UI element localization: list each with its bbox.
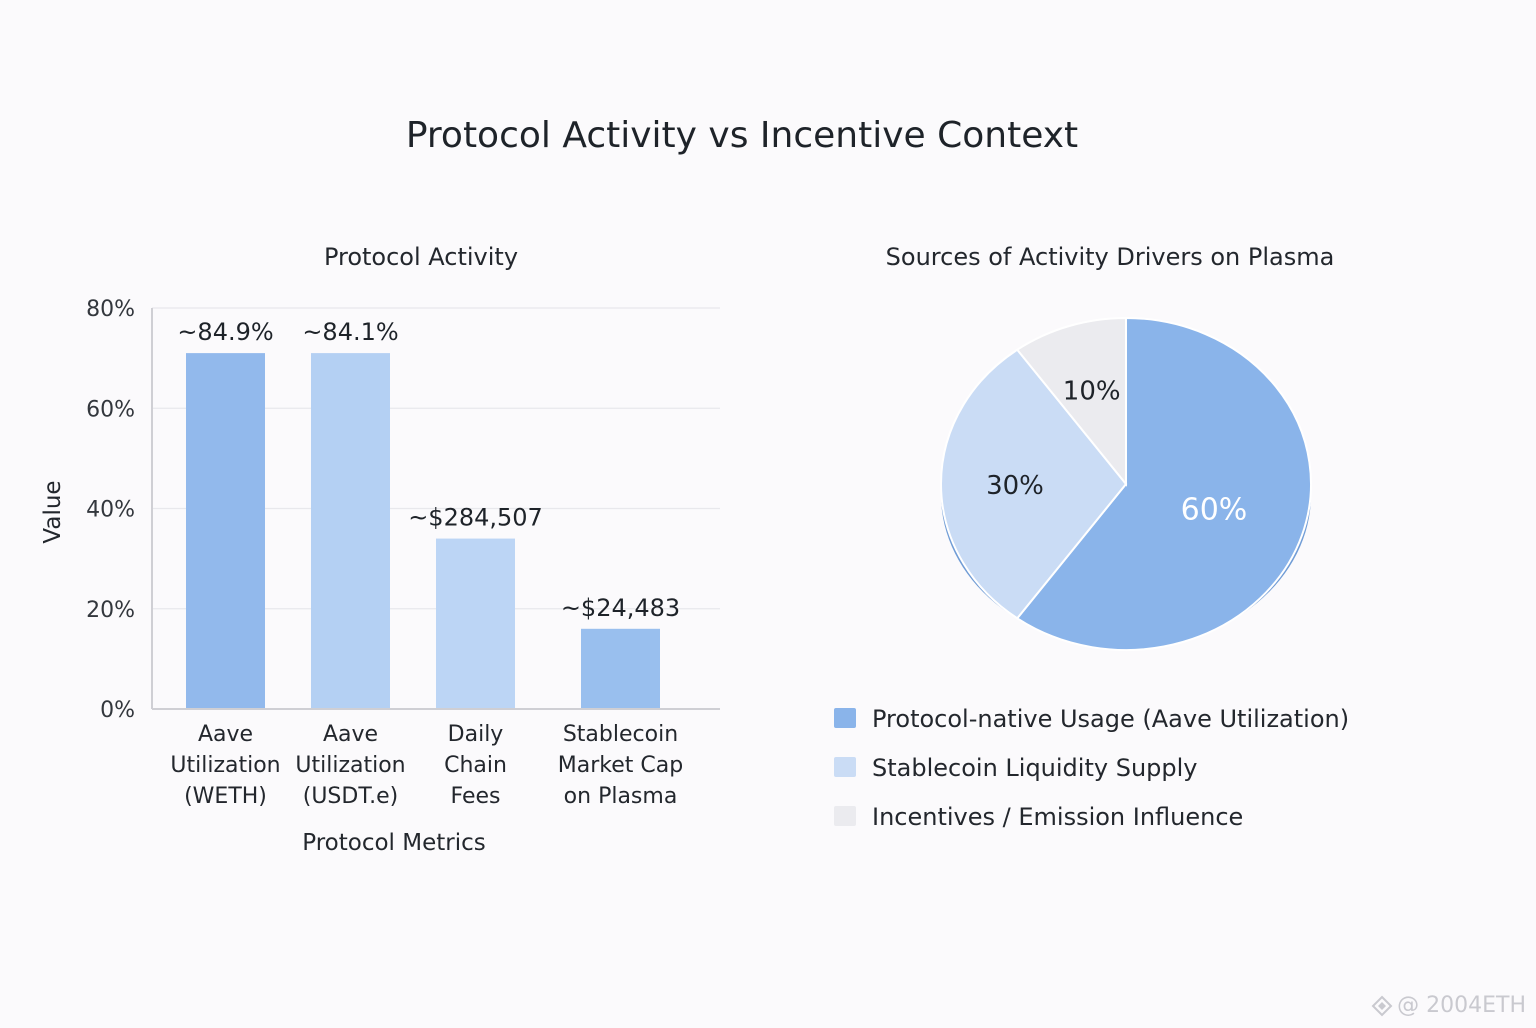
legend-swatch-2 xyxy=(834,806,856,826)
x-tick-label-0-1: Utilization xyxy=(170,753,280,778)
bars xyxy=(186,353,660,709)
x-tick-label-3-0: Stablecoin xyxy=(563,722,678,747)
x-axis-categories: Aave Utilization (WETH) Aave Utilization (USD… xyxy=(170,722,683,809)
bar-1 xyxy=(311,353,390,709)
pie-slice-label-1: 30% xyxy=(986,471,1044,501)
pie-slice-labels: 60% 30% 10% xyxy=(986,376,1247,527)
x-tick-label-2-1: Chain xyxy=(444,753,507,778)
bar-data-label-0: ~84.9% xyxy=(177,318,273,346)
x-tick-label-0-2: (WETH) xyxy=(184,784,267,809)
legend-label-1: Stablecoin Liquidity Supply xyxy=(872,754,1198,782)
x-tick-label-3-1: Market Cap xyxy=(558,753,683,778)
pie-chart: Sources of Activity Drivers on Plasma 60… xyxy=(834,243,1349,831)
pie-chart-title: Sources of Activity Drivers on Plasma xyxy=(886,243,1335,271)
pie-slice-0 xyxy=(1015,316,1312,651)
pie-slice-1 xyxy=(940,348,1128,620)
pie-legend: Protocol-native Usage (Aave Utilization)… xyxy=(834,705,1349,831)
main-title: Protocol Activity vs Incentive Context xyxy=(406,115,1078,156)
y-tick-label: 40% xyxy=(86,498,135,523)
y-tick-label: 0% xyxy=(100,698,135,723)
y-axis-label: Value xyxy=(40,480,66,543)
bar-3 xyxy=(581,628,660,709)
pie-slices xyxy=(940,316,1312,651)
watermark: @ 2004ETH xyxy=(1371,993,1526,1018)
bar-0 xyxy=(186,353,265,709)
legend-label-0: Protocol-native Usage (Aave Utilization) xyxy=(872,705,1349,733)
legend-swatch-0 xyxy=(834,708,856,728)
bar-chart: Protocol Activity 0%20%40%60%80% ~84.9% ~… xyxy=(40,243,720,856)
y-tick-label: 20% xyxy=(86,598,135,623)
bar-data-label-1: ~84.1% xyxy=(302,318,398,346)
diamond-logo-icon xyxy=(1371,995,1393,1016)
bar-data-labels: ~84.9% ~84.1% ~$284,507 ~$24,483 xyxy=(177,318,680,622)
legend-label-2: Incentives / Emission Influence xyxy=(872,803,1243,831)
y-tick-label: 80% xyxy=(86,297,135,322)
pie-slice-2 xyxy=(1015,316,1127,487)
x-tick-label-1-0: Aave xyxy=(323,722,378,747)
y-tick-label: 60% xyxy=(86,397,135,422)
pie-slice-label-0: 60% xyxy=(1181,493,1248,528)
pie-slice-label-2: 10% xyxy=(1063,376,1121,406)
bar-data-label-2: ~$284,507 xyxy=(408,504,543,532)
x-tick-label-3-2: on Plasma xyxy=(564,784,678,809)
watermark-text: @ 2004ETH xyxy=(1397,993,1526,1018)
legend-swatch-1 xyxy=(834,757,856,777)
x-axis-label: Protocol Metrics xyxy=(302,830,485,856)
x-tick-label-2-2: Fees xyxy=(451,784,501,809)
x-tick-label-1-1: Utilization xyxy=(295,753,405,778)
y-axis-ticks: 0% 20% 40% 60% 80% xyxy=(86,297,135,723)
x-tick-label-2-0: Daily xyxy=(448,722,504,747)
bar-2 xyxy=(436,538,515,709)
bar-data-label-3: ~$24,483 xyxy=(561,594,680,622)
bar-chart-title: Protocol Activity xyxy=(324,243,518,271)
x-tick-label-1-2: (USDT.e) xyxy=(303,784,399,809)
x-tick-label-0-0: Aave xyxy=(198,722,253,747)
